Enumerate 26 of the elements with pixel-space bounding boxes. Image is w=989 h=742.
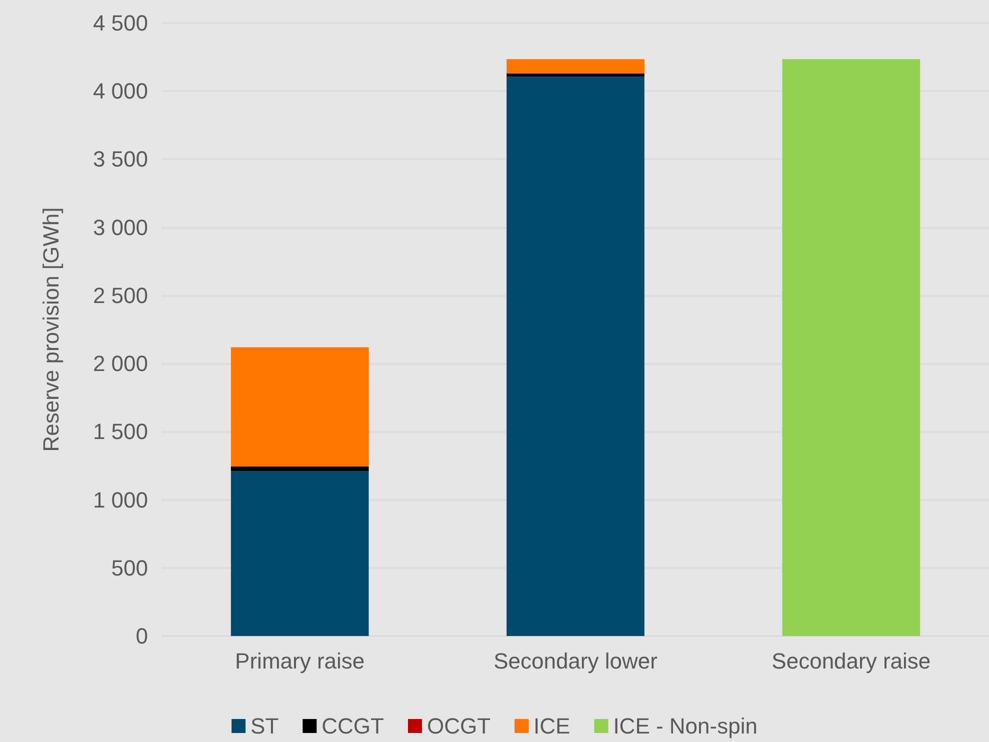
bar bbox=[230, 471, 369, 636]
legend-label: ICE bbox=[534, 714, 570, 738]
bar bbox=[506, 59, 644, 74]
y-tick-label: 2 000 bbox=[92, 351, 148, 376]
bar bbox=[782, 59, 920, 636]
legend-label: ST bbox=[250, 714, 279, 738]
bar bbox=[506, 76, 644, 636]
y-tick-label: 3 000 bbox=[92, 214, 148, 240]
legend-label: CCGT bbox=[322, 714, 384, 738]
y-tick-label: 1 500 bbox=[92, 419, 148, 444]
x-tick-label: Secondary lower bbox=[494, 648, 658, 674]
y-tick-label: 4 500 bbox=[92, 10, 148, 36]
y-tick-label: 500 bbox=[111, 555, 148, 580]
bar bbox=[230, 466, 369, 472]
y-tick-label: 4 000 bbox=[92, 78, 148, 104]
legend-label: OCGT bbox=[426, 714, 491, 738]
x-tick-label: Primary raise bbox=[235, 648, 365, 674]
x-tick-label: Secondary raise bbox=[772, 648, 931, 674]
y-axis-title: Reserve provision [GWh] bbox=[38, 207, 64, 452]
legend-label: ICE - Non-spin bbox=[613, 714, 758, 738]
bar bbox=[506, 73, 644, 77]
y-tick-label: 2 500 bbox=[92, 282, 148, 308]
y-tick-label: 1 000 bbox=[92, 487, 148, 512]
y-tick-label: 3 500 bbox=[92, 146, 148, 172]
bar bbox=[230, 347, 369, 466]
y-tick-label: 0 bbox=[136, 624, 148, 648]
